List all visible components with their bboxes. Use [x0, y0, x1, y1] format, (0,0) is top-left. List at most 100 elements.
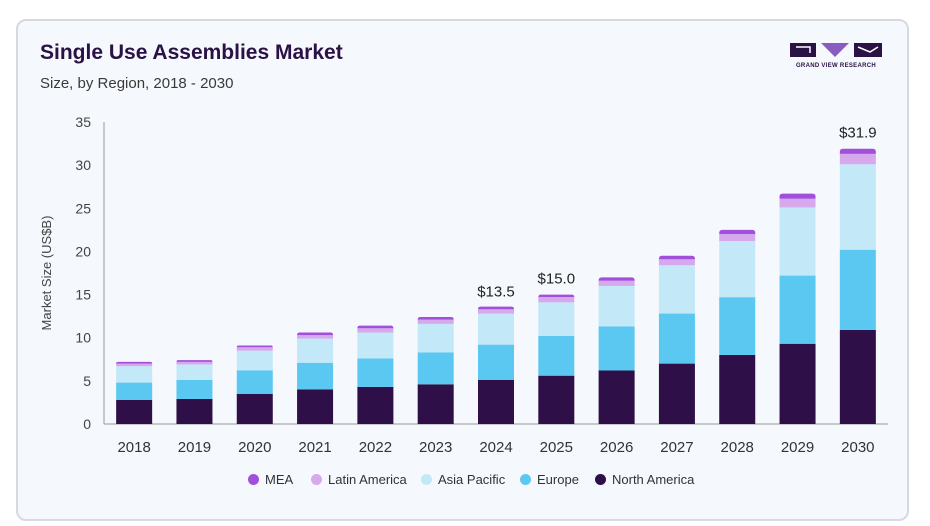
y-tick-label: 15 [75, 287, 91, 303]
bar-segment-latin-america [658, 259, 695, 266]
legend-label: Europe [537, 472, 579, 487]
bar-segment-latin-america [719, 234, 756, 242]
chart-card [16, 19, 909, 521]
legend-item-mea: MEA [248, 472, 293, 487]
bar-segment-asia-pacific [357, 332, 394, 359]
y-tick-label: 35 [75, 114, 91, 130]
logo-mark-line-left [796, 46, 811, 53]
bar-segment-latin-america [538, 297, 575, 303]
bar-segment-mea [297, 332, 334, 336]
bar-segment-latin-america [357, 328, 394, 333]
bar-segment-asia-pacific [658, 265, 695, 314]
bar-segment-north-america [116, 399, 153, 424]
bar-segment-latin-america [236, 347, 273, 351]
legend-swatch [421, 474, 432, 485]
bar-segment-asia-pacific [839, 164, 876, 250]
x-tick-label: 2026 [600, 439, 633, 456]
bar-segment-europe [357, 358, 394, 387]
x-tick-label: 2022 [359, 439, 392, 456]
bar-segment-latin-america [839, 153, 876, 165]
bar-segment-latin-america [779, 198, 816, 208]
x-tick-label: 2021 [298, 439, 331, 456]
x-tick-label: 2029 [781, 439, 814, 456]
bar-segment-mea [538, 294, 575, 298]
legend-item-europe: Europe [520, 472, 579, 487]
bar-segment-mea [236, 345, 273, 348]
bar-segment-north-america [538, 375, 575, 424]
y-tick-label: 0 [83, 416, 91, 432]
bar-segment-europe [779, 275, 816, 344]
bar-segment-mea [658, 255, 695, 260]
bar-segment-north-america [297, 389, 334, 424]
bar-segment-asia-pacific [478, 313, 514, 345]
bar-segment-europe [297, 362, 334, 390]
y-tick-label: 20 [75, 243, 91, 259]
bar-segment-mea [839, 148, 876, 154]
legend-swatch [520, 474, 531, 485]
bar-segment-north-america [779, 343, 816, 424]
bar-segment-mea [719, 229, 756, 235]
y-axis-label: Market Size (US$B) [39, 216, 54, 331]
bar-segment-europe [417, 352, 454, 385]
bar-segment-europe [538, 335, 575, 376]
bar-segment-latin-america [478, 309, 514, 314]
bar-segment-north-america [839, 329, 876, 424]
legend-label: MEA [265, 472, 294, 487]
bar-segment-europe [598, 326, 635, 371]
legend-label: North America [612, 472, 695, 487]
bar-segment-asia-pacific [417, 323, 454, 353]
legend-label: Asia Pacific [438, 472, 506, 487]
bar-segment-north-america [478, 379, 514, 424]
bar-segment-latin-america [116, 363, 153, 367]
bar-segment-mea [598, 277, 635, 281]
bar-segment-north-america [176, 398, 213, 424]
bar-segment-north-america [236, 393, 273, 424]
x-tick-label: 2030 [841, 439, 874, 456]
grand-view-research-logo-icon [790, 43, 882, 57]
x-tick-label: 2023 [419, 439, 452, 456]
chart-subtitle: Size, by Region, 2018 - 2030 [40, 75, 234, 92]
bar-segment-mea [357, 325, 394, 329]
chart-title: Single Use Assemblies Market [40, 41, 343, 64]
data-label: $15.0 [538, 271, 576, 288]
bar-segment-north-america [719, 354, 756, 424]
data-label: $13.5 [477, 284, 515, 301]
bar-segment-mea [478, 306, 514, 310]
bar-segment-europe [478, 344, 514, 380]
y-tick-label: 10 [75, 330, 91, 346]
x-tick-label: 2019 [178, 439, 211, 456]
bar-segment-asia-pacific [538, 302, 575, 336]
chart-legend: MEA Latin America Asia Pacific Europe North … [0, 472, 930, 492]
legend-item-north-america: North America [595, 472, 694, 487]
bar-segment-latin-america [598, 280, 635, 286]
bar-segment-latin-america [297, 335, 334, 339]
legend-item-latin-america: Latin America [311, 472, 407, 487]
data-label: $31.9 [839, 125, 877, 142]
bar-segment-mea [116, 361, 153, 364]
bar-segment-asia-pacific [176, 364, 213, 380]
bar-segment-asia-pacific [719, 241, 756, 298]
legend-label: Latin America [328, 472, 407, 487]
y-tick-label: 30 [75, 157, 91, 173]
legend-item-asia-pacific: Asia Pacific [421, 472, 505, 487]
bar-segment-mea [176, 360, 213, 362]
logo-block-right [854, 43, 882, 57]
bar-segment-europe [719, 297, 756, 355]
bar-segment-asia-pacific [116, 366, 153, 383]
bar-segment-north-america [598, 370, 635, 424]
bar-segment-latin-america [176, 361, 213, 365]
x-tick-label: 2028 [721, 439, 754, 456]
logo-text: GRAND VIEW RESEARCH [795, 63, 877, 69]
x-tick-label: 2027 [660, 439, 693, 456]
bar-segment-mea [417, 317, 454, 320]
logo-mark-line [857, 46, 879, 53]
bar-segment-europe [116, 382, 153, 400]
y-tick-label: 5 [83, 373, 91, 389]
bar-segment-europe [658, 313, 695, 364]
bar-segment-europe [839, 249, 876, 330]
x-tick-label: 2025 [540, 439, 573, 456]
x-tick-label: 2024 [479, 439, 512, 456]
x-tick-label: 2020 [238, 439, 271, 456]
y-tick-label: 25 [75, 200, 91, 216]
